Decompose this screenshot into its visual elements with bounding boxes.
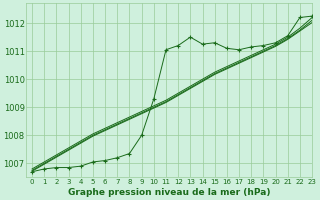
X-axis label: Graphe pression niveau de la mer (hPa): Graphe pression niveau de la mer (hPa) (68, 188, 270, 197)
